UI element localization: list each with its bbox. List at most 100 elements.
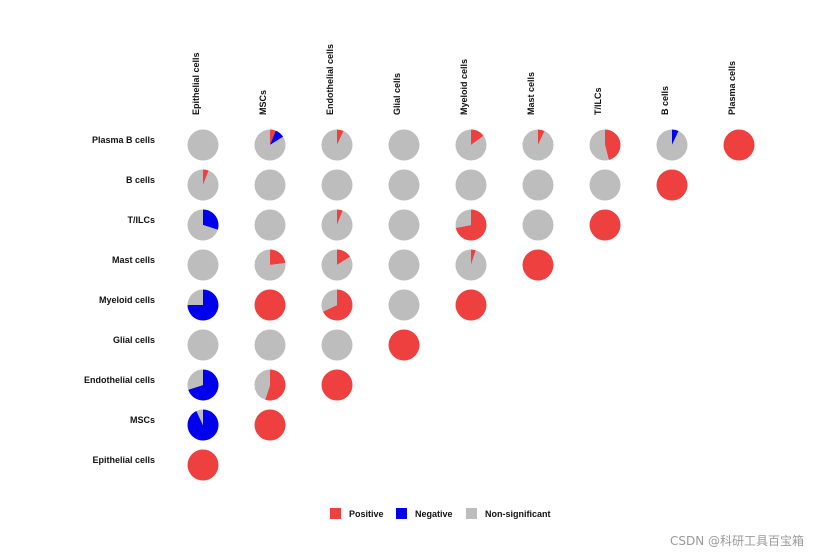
- pie-cell: [254, 409, 286, 441]
- row-label: Glial cells: [113, 335, 155, 345]
- pie-slice-nonsig: [455, 129, 487, 161]
- pie-cell: [589, 129, 621, 161]
- pie-cell: [187, 209, 219, 241]
- pie-cell: [254, 169, 286, 201]
- pie-slice-positive: [337, 249, 351, 265]
- legend-label: Positive: [349, 509, 384, 519]
- pie-slice-positive: [656, 169, 688, 201]
- pie-slice-positive: [270, 249, 286, 265]
- pie-slice-nonsig: [388, 209, 420, 241]
- row-label: B cells: [126, 175, 155, 185]
- legend-label: Negative: [415, 509, 453, 519]
- pie-slice-nonsig: [187, 209, 218, 241]
- pie-cell: [187, 129, 219, 161]
- pie-cell: [522, 129, 554, 161]
- pie-slice-positive: [455, 289, 487, 321]
- pie-slice-nonsig: [187, 369, 203, 390]
- pie-slice-nonsig: [522, 129, 554, 161]
- pie-cell: [254, 289, 286, 321]
- pie-slice-nonsig: [254, 329, 286, 361]
- pie-slice-nonsig: [187, 169, 219, 201]
- column-label: Plasma cells: [727, 61, 737, 115]
- pie-cell: [455, 209, 487, 241]
- pie-cell: [321, 129, 353, 161]
- pie-slice-nonsig: [656, 129, 688, 161]
- pie-cell: [522, 209, 554, 241]
- pie-slice-nonsig: [254, 169, 286, 201]
- pie-cell: [254, 369, 286, 401]
- row-label: Mast cells: [112, 255, 155, 265]
- row-labels: Plasma B cells B cells T/ILCs Mast cells Mye…: [84, 135, 155, 465]
- pie-slice-nonsig: [388, 249, 420, 281]
- pie-cell: [187, 369, 219, 401]
- pie-slice-nonsig: [187, 129, 219, 161]
- pie-cell: [388, 249, 420, 281]
- pie-slice-nonsig: [388, 129, 420, 161]
- pie-slice-nonsig: [321, 209, 353, 241]
- legend-label: Non-significant: [485, 509, 551, 519]
- pie-slice-positive: [538, 129, 545, 145]
- pie-cell: [187, 289, 219, 321]
- pie-cell: [388, 289, 420, 321]
- pie-slice-nonsig: [589, 129, 609, 161]
- pie-slice-nonsig: [455, 169, 487, 201]
- pie-slice-nonsig: [455, 249, 487, 281]
- pie-cell: [321, 369, 353, 401]
- pie-cell: [187, 329, 219, 361]
- pie-cell: [656, 129, 688, 161]
- pie-cell: [388, 169, 420, 201]
- pie-slice-negative: [270, 130, 284, 145]
- row-label: Endothelial cells: [84, 375, 155, 385]
- pie-slice-nonsig: [321, 329, 353, 361]
- pie-cell: [723, 129, 755, 161]
- pie-cell: [388, 329, 420, 361]
- pie-cell: [388, 129, 420, 161]
- pie-cell: [522, 249, 554, 281]
- pie-slice-positive: [522, 249, 554, 281]
- pie-slice-negative: [672, 129, 679, 145]
- row-label: Epithelial cells: [92, 455, 155, 465]
- column-label: Myeloid cells: [459, 59, 469, 115]
- pie-slice-positive: [321, 369, 353, 401]
- column-label: Endothelial cells: [325, 44, 335, 115]
- pie-slice-positive: [337, 209, 343, 225]
- row-label: MSCs: [130, 415, 155, 425]
- pie-cell: [321, 289, 353, 321]
- pie-slice-positive: [187, 449, 219, 481]
- pie-slice-nonsig: [254, 209, 286, 241]
- pie-slice-nonsig: [187, 249, 219, 281]
- pie-slice-nonsig: [455, 209, 471, 228]
- pie-cell: [388, 209, 420, 241]
- pie-cell: [187, 409, 219, 441]
- legend-swatch: [330, 508, 341, 519]
- pie-slice-positive: [723, 129, 755, 161]
- pie-slice-nonsig: [254, 129, 286, 161]
- pie-slice-nonsig: [321, 169, 353, 201]
- pie-slice-nonsig: [187, 329, 219, 361]
- pie-slice-positive: [203, 169, 209, 185]
- legend: Positive Negative Non-significant: [330, 508, 551, 519]
- pie-slice-negative: [188, 369, 219, 401]
- pie-grid: [187, 129, 755, 481]
- column-label: MSCs: [258, 90, 268, 115]
- pie-slice-positive: [471, 249, 476, 265]
- pie-slice-nonsig: [522, 169, 554, 201]
- pie-cell: [455, 249, 487, 281]
- pie-cell: [589, 209, 621, 241]
- pie-slice-nonsig: [589, 169, 621, 201]
- pie-cell: [187, 449, 219, 481]
- pie-slice-positive: [388, 329, 420, 361]
- column-label: Epithelial cells: [191, 52, 201, 115]
- pie-slice-negative: [203, 209, 219, 230]
- pie-slice-nonsig: [321, 249, 353, 281]
- pie-slice-nonsig: [196, 409, 203, 425]
- pie-slice-nonsig: [254, 249, 286, 281]
- pie-slice-positive: [322, 289, 353, 321]
- pie-cell: [321, 249, 353, 281]
- pie-cell: [455, 289, 487, 321]
- row-label: Myeloid cells: [99, 295, 155, 305]
- column-labels: Epithelial cells MSCs Endothelial cells Gli…: [191, 44, 737, 115]
- column-label: T/ILCs: [593, 87, 603, 115]
- pie-slice-negative: [187, 409, 219, 441]
